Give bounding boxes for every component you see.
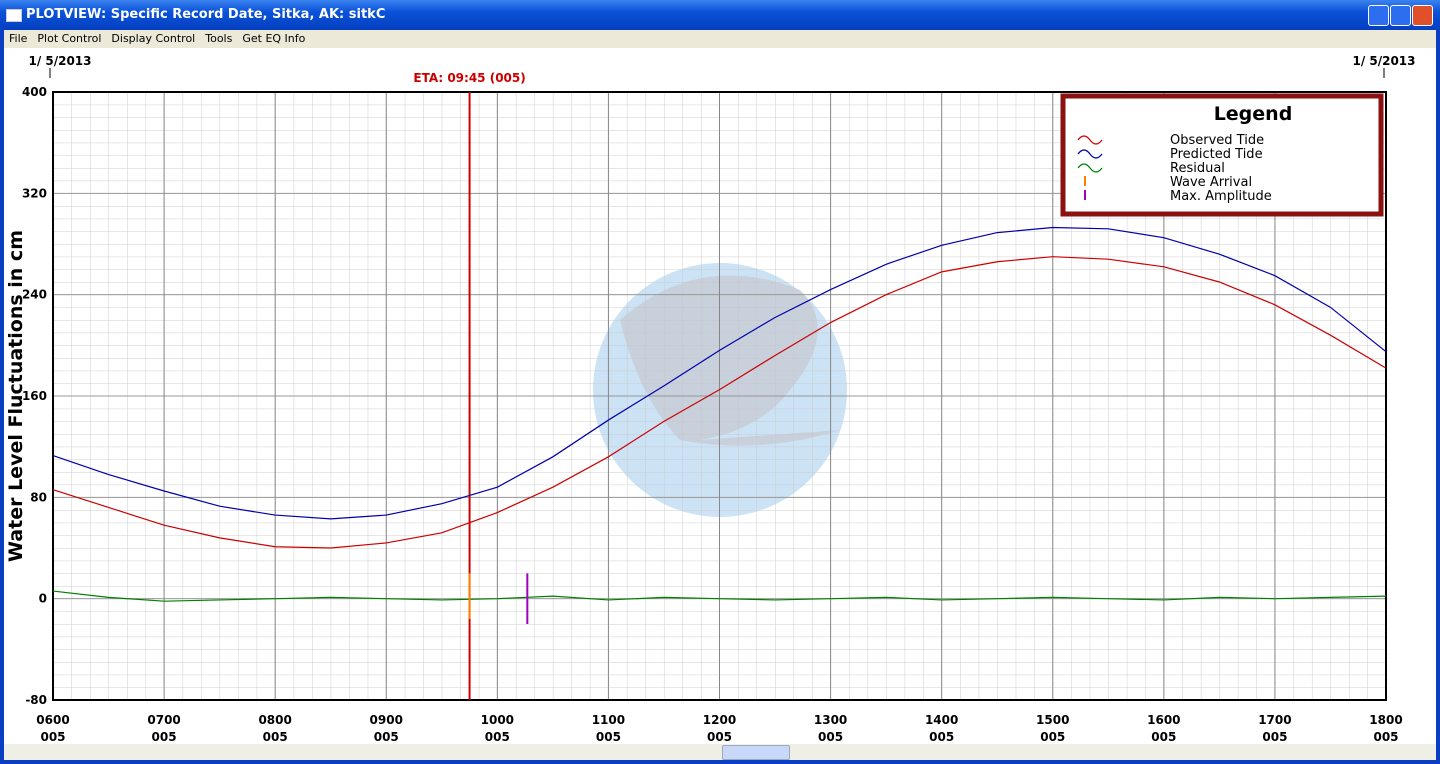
x-tick-label: 1200 (703, 713, 736, 727)
x-tick-day: 005 (1373, 730, 1398, 744)
plot-frame (52, 91, 1387, 701)
x-tick-day: 005 (929, 730, 954, 744)
x-tick-day: 005 (374, 730, 399, 744)
y-tick-label: 400 (22, 85, 47, 99)
x-tick-label: 0900 (370, 713, 403, 727)
legend-label: Wave Arrival (1170, 175, 1252, 190)
legend-label: Predicted Tide (1170, 147, 1263, 162)
x-tick-label: 1000 (481, 713, 514, 727)
horizontal-scrollbar[interactable] (4, 744, 1436, 760)
scroll-thumb[interactable] (722, 745, 790, 760)
series-line (52, 226, 1387, 520)
x-tick-day: 005 (1040, 730, 1065, 744)
close-button[interactable] (1412, 5, 1433, 26)
legend-swatch (1077, 163, 1103, 173)
date-label-right: 1/ 5/2013 (1352, 54, 1415, 68)
x-tick-day: 005 (596, 730, 621, 744)
legend-title: Legend (1214, 103, 1293, 125)
x-tick-day: 005 (40, 730, 65, 744)
x-tick-label: 1700 (1258, 713, 1291, 727)
x-tick-day: 005 (1151, 730, 1176, 744)
legend-swatch (1077, 135, 1103, 145)
y-tick-label: 160 (22, 389, 47, 403)
y-tick-label: 320 (22, 186, 47, 200)
x-tick-label: 1800 (1369, 713, 1402, 727)
y-tick-label: -80 (25, 693, 47, 707)
window-title: PLOTVIEW: Specific Record Date, Sitka, A… (26, 7, 386, 22)
x-tick-label: 1600 (1147, 713, 1180, 727)
menu-bar: File Plot Control Display Control Tools Get … (4, 30, 1436, 48)
x-tick-day: 005 (152, 730, 177, 744)
legend-label: Residual (1170, 161, 1225, 176)
menu-item[interactable]: Display Control (111, 32, 196, 45)
legend-box (1060, 93, 1384, 217)
menu-item[interactable]: File (9, 32, 28, 45)
legend-swatch (1077, 149, 1103, 159)
app-icon (6, 9, 22, 22)
x-tick-label: 1300 (814, 713, 847, 727)
y-tick-label: 0 (39, 592, 47, 606)
legend-label: Observed Tide (1170, 133, 1264, 148)
title-bar: PLOTVIEW: Specific Record Date, Sitka, A… (0, 0, 1440, 30)
x-tick-day: 005 (818, 730, 843, 744)
x-tick-label: 0800 (258, 713, 291, 727)
x-tick-day: 005 (485, 730, 510, 744)
menu-item[interactable]: Plot Control (37, 32, 102, 45)
x-tick-day: 005 (707, 730, 732, 744)
x-tick-label: 0600 (36, 713, 69, 727)
minimize-button[interactable] (1368, 5, 1389, 26)
x-tick-label: 1500 (1036, 713, 1069, 727)
date-label-left: 1/ 5/2013 (28, 54, 91, 68)
x-tick-day: 005 (1262, 730, 1287, 744)
y-tick-label: 240 (22, 288, 47, 302)
eta-label: ETA: 09:45 (005) (413, 71, 525, 85)
series-line (52, 590, 1387, 602)
y-tick-label: 80 (30, 490, 47, 504)
menu-item[interactable]: Tools (205, 32, 233, 45)
menu-item[interactable]: Get EQ Info (242, 32, 306, 45)
maximize-button[interactable] (1390, 5, 1411, 26)
series-line (52, 256, 1387, 549)
y-axis-label: Water Level Fluctuations in cm (5, 230, 27, 562)
x-tick-label: 1400 (925, 713, 958, 727)
chart: -80 0 80 160 240 320 400 0600 005 0700 005 0800 005 0… (4, 48, 1436, 744)
x-tick-label: 1100 (592, 713, 625, 727)
x-tick-day: 005 (263, 730, 288, 744)
x-tick-label: 0700 (147, 713, 180, 727)
legend-label: Max. Amplitude (1170, 189, 1272, 204)
